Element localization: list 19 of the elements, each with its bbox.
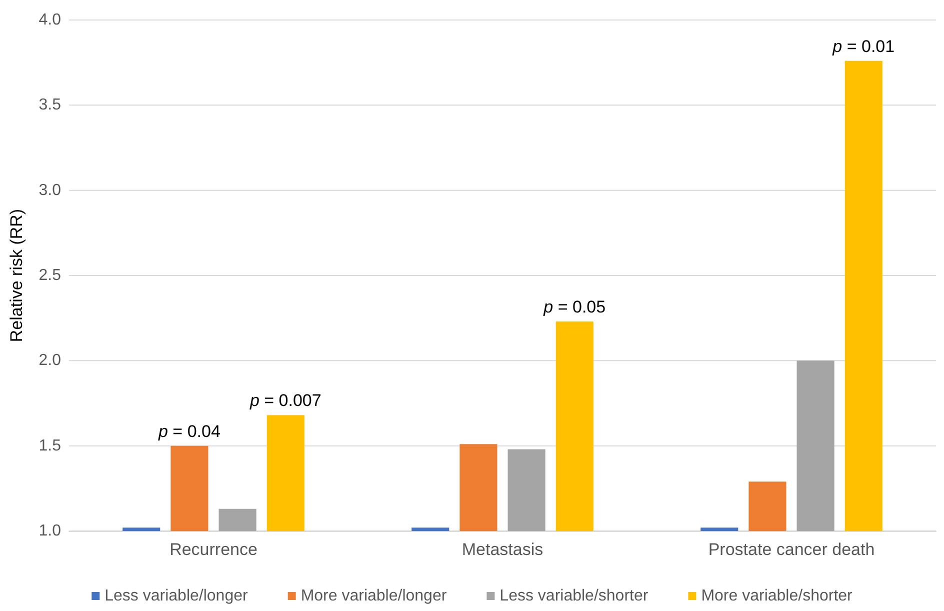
x-tick-label: Prostate cancer death xyxy=(708,540,875,559)
annotation: p = 0.01 xyxy=(832,36,895,56)
annotation: p = 0.007 xyxy=(248,391,322,410)
y-tick-label: 4.0 xyxy=(38,12,62,28)
annotation: p = 0.04 xyxy=(157,422,220,441)
legend-label: More variable/shorter xyxy=(701,588,854,604)
y-tick-label: 2.0 xyxy=(38,352,62,370)
x-tick-label: Metastasis xyxy=(462,540,544,559)
legend-label: Less variable/longer xyxy=(104,588,248,604)
y-tick-label: 3.5 xyxy=(38,96,62,114)
y-axis-title: Relative risk (RR) xyxy=(7,208,26,342)
legend-label: Less variable/shorter xyxy=(500,588,649,604)
x-tick-label: Recurrence xyxy=(170,540,258,559)
y-tick-label: 1.0 xyxy=(38,522,62,540)
y-tick-label: 2.5 xyxy=(38,267,62,284)
y-tick-label: 1.5 xyxy=(38,437,62,454)
annotation: p = 0.05 xyxy=(542,297,606,316)
y-tick-label: 3.0 xyxy=(38,182,62,199)
legend-label: More variable/longer xyxy=(300,588,448,604)
